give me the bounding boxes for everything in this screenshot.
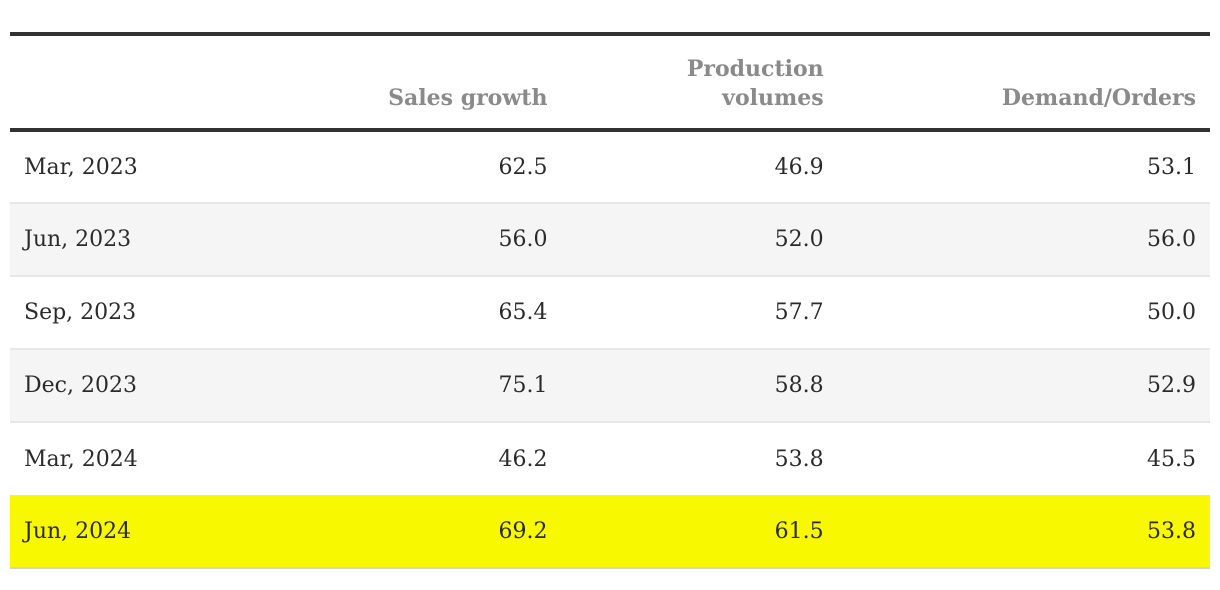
- column-header-demand-orders: Demand/Orders: [837, 34, 1210, 132]
- column-header-production-volumes: Production volumes: [561, 34, 838, 132]
- cell-sales-growth: 46.2: [498, 446, 548, 472]
- row-label: Dec, 2023: [24, 373, 137, 398]
- table-row: Dec, 2023 75.1 58.8 52.9: [10, 349, 1210, 422]
- survey-indicators-table: Sales growth Production volumes Demand/O…: [10, 32, 1210, 569]
- cell-sales-growth: 75.1: [498, 373, 548, 398]
- table-row: Jun, 2023 56.0 52.0 56.0: [10, 203, 1210, 276]
- cell-demand-orders: 52.9: [1147, 373, 1196, 398]
- header-row: Sales growth Production volumes Demand/O…: [10, 34, 1210, 132]
- cell-production-volumes: 61.5: [774, 518, 824, 544]
- column-header-period: [10, 34, 248, 132]
- cell-production-volumes: 52.0: [774, 227, 824, 252]
- column-header-sales-growth: Sales growth: [247, 34, 562, 132]
- table-row: Mar, 2023 62.5 46.9 53.1: [10, 130, 1210, 203]
- cell-demand-orders: 50.0: [1147, 300, 1196, 325]
- table-row: Mar, 2024 46.2 53.8 45.5: [10, 422, 1210, 495]
- table-row: Sep, 2023 65.4 57.7 50.0: [10, 276, 1210, 349]
- cell-sales-growth: 65.4: [498, 300, 548, 325]
- row-label: Jun, 2023: [24, 227, 132, 252]
- row-label: Sep, 2023: [24, 300, 137, 325]
- cell-demand-orders: 53.1: [1147, 154, 1196, 180]
- cell-demand-orders: 56.0: [1147, 227, 1196, 252]
- table-body: Mar, 2023 62.5 46.9 53.1 Jun, 2023 56.0 …: [10, 130, 1210, 568]
- survey-indicators-table-container: Sales growth Production volumes Demand/O…: [10, 32, 1210, 569]
- cell-production-volumes: 53.8: [774, 446, 824, 472]
- cell-production-volumes: 57.7: [774, 300, 824, 325]
- table-header: Sales growth Production volumes Demand/O…: [10, 34, 1210, 132]
- row-label: Jun, 2024: [24, 518, 132, 544]
- row-label: Mar, 2024: [24, 446, 138, 472]
- cell-sales-growth: 56.0: [498, 227, 548, 252]
- cell-sales-growth: 62.5: [498, 154, 548, 180]
- cell-production-volumes: 58.8: [774, 373, 824, 398]
- cell-demand-orders: 53.8: [1147, 518, 1196, 544]
- cell-production-volumes: 46.9: [774, 154, 824, 180]
- cell-sales-growth: 69.2: [498, 518, 548, 544]
- table-row-highlighted: Jun, 2024 69.2 61.5 53.8: [10, 495, 1210, 568]
- row-label: Mar, 2023: [24, 154, 138, 180]
- cell-demand-orders: 45.5: [1147, 446, 1196, 472]
